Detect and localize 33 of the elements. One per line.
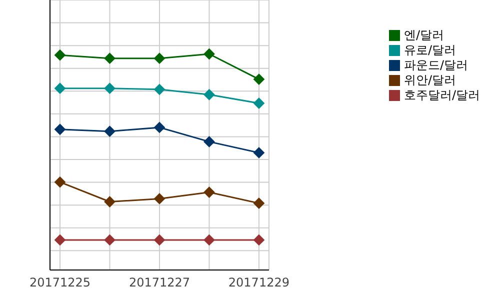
point — [104, 52, 116, 64]
legend-label: 위안/달러 — [404, 73, 456, 87]
point — [253, 198, 264, 209]
point — [154, 52, 165, 64]
point — [54, 234, 66, 246]
point — [54, 176, 66, 188]
point — [154, 122, 165, 133]
point — [253, 98, 264, 109]
point — [104, 234, 116, 246]
point — [104, 196, 116, 208]
point — [204, 89, 215, 100]
x-tick-label: 20171225 — [29, 276, 91, 290]
point — [54, 124, 66, 135]
point — [154, 234, 165, 246]
point — [204, 48, 215, 60]
point — [104, 126, 116, 137]
point — [204, 136, 215, 148]
x-tick-label: 20171229 — [228, 276, 290, 290]
legend-label: 호주달러/달러 — [404, 88, 480, 102]
point — [104, 82, 116, 94]
point — [154, 193, 165, 204]
point — [204, 234, 215, 246]
legend-label: 유로/달러 — [404, 43, 456, 57]
legend-label: 엔/달러 — [404, 28, 444, 42]
point — [54, 50, 66, 61]
point — [154, 84, 165, 95]
point — [204, 186, 215, 198]
point — [54, 82, 66, 94]
legend-label: 파운드/달러 — [404, 58, 468, 72]
x-tick-label: 20171227 — [128, 276, 190, 290]
point — [253, 147, 264, 158]
point — [253, 74, 264, 85]
point — [253, 234, 264, 246]
